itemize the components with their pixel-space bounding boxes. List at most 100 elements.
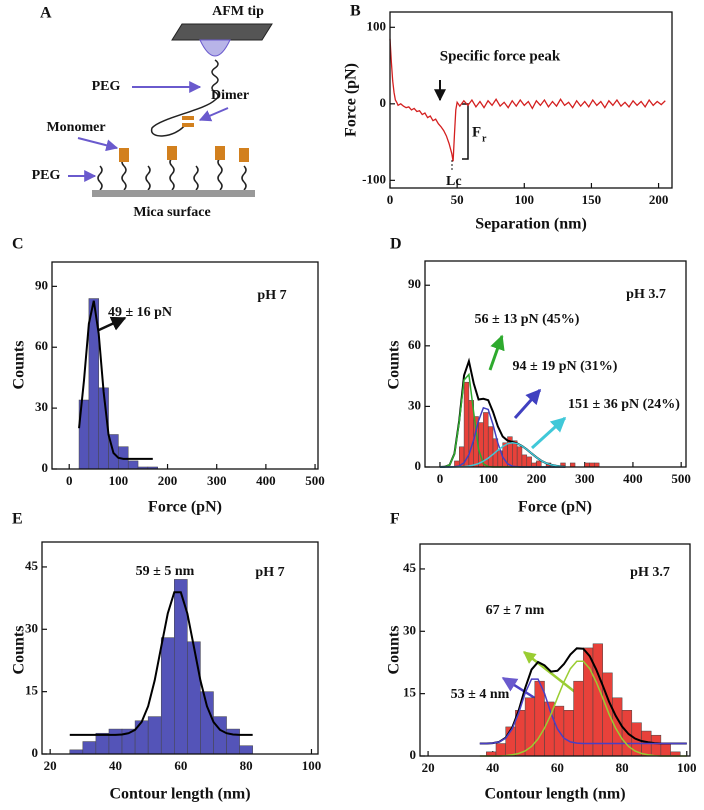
panel-label: A <box>40 5 52 22</box>
annotation: Lc <box>446 174 462 189</box>
cantilever <box>171 23 273 41</box>
bar <box>134 720 149 755</box>
bar <box>127 460 139 470</box>
bar <box>536 460 542 468</box>
x-tick-label: 40 <box>109 758 122 773</box>
y-tick-label: 15 <box>25 683 39 698</box>
y-tick-label: 0 <box>410 747 417 762</box>
x-tick-label: 100 <box>478 471 498 486</box>
bar <box>239 745 253 755</box>
annotation: F <box>472 124 481 140</box>
arrow <box>198 107 229 122</box>
bar <box>160 637 175 755</box>
x-tick-label: 20 <box>44 758 57 773</box>
y-tick-label: 60 <box>35 338 48 353</box>
y-tick-label: 15 <box>403 685 417 700</box>
bar <box>521 454 528 468</box>
bar <box>213 716 227 755</box>
x-axis-label: Contour length (nm) <box>484 786 625 803</box>
x-tick-label: 100 <box>677 760 697 775</box>
bar <box>82 741 97 755</box>
arrow <box>513 388 542 419</box>
bar <box>573 680 584 757</box>
y-tick-label: 90 <box>408 276 421 291</box>
mica <box>92 190 255 197</box>
x-tick-label: 20 <box>422 760 435 775</box>
y-tick-label: 30 <box>25 620 38 635</box>
bar <box>516 446 523 468</box>
panel-label: E <box>12 511 23 528</box>
panel-label: C <box>12 236 24 253</box>
bar <box>563 710 574 757</box>
y-tick-label: 45 <box>25 558 39 573</box>
y-axis-label: Counts <box>386 341 403 390</box>
x-tick-label: 150 <box>582 192 602 207</box>
axes-frame <box>41 541 319 755</box>
annotation: 53 ± 4 nm <box>451 687 510 702</box>
bar <box>495 743 506 757</box>
dimer-unit <box>182 123 194 127</box>
annotation: 67 ± 7 nm <box>486 603 545 618</box>
y-tick-label: 30 <box>35 399 48 414</box>
panel-label: B <box>350 3 361 20</box>
x-tick-label: 0 <box>66 473 73 488</box>
y-tick-label: 0 <box>415 458 422 473</box>
arrow <box>530 416 567 450</box>
dimer-label: Dimer <box>211 88 249 103</box>
bar <box>108 728 123 755</box>
panel-label: D <box>390 236 402 253</box>
bar <box>534 680 545 757</box>
annotation: pH 7 <box>255 565 284 580</box>
annotation: 94 ± 19 pN (31%) <box>513 359 618 374</box>
y-tick-label: 0 <box>42 460 49 475</box>
diagram-a: A AFM tip PEG Dimer Monomer PEG Mica sur… <box>32 4 273 220</box>
annotation: 49 ± 16 pN <box>108 305 172 320</box>
fit-curve <box>78 300 153 460</box>
bar <box>187 641 201 755</box>
tip-label: AFM tip <box>212 4 264 19</box>
axes-frame <box>424 260 687 468</box>
fit-curve <box>479 678 687 745</box>
axes-frame <box>389 11 673 189</box>
y-axis-label: Force (pN) <box>343 63 360 137</box>
annotation: pH 3.7 <box>630 565 670 580</box>
bar <box>526 456 532 468</box>
x-tick-label: 200 <box>649 192 669 207</box>
y-tick-label: 30 <box>403 622 416 637</box>
y-tick-label: 30 <box>408 397 421 412</box>
annotation: 59 ± 5 nm <box>136 564 195 579</box>
x-tick-label: 0 <box>387 192 394 207</box>
annotation: 56 ± 13 pN (45%) <box>475 312 580 327</box>
x-tick-label: 500 <box>671 471 691 486</box>
bar <box>463 381 470 468</box>
x-axis-label: Contour length (nm) <box>109 786 250 803</box>
bar <box>583 647 594 757</box>
surface-chains <box>97 146 249 191</box>
y-axis-label: Counts <box>11 341 28 390</box>
annotation: Specific force peak <box>440 48 561 64</box>
x-tick-label: 80 <box>616 760 629 775</box>
fit-curve <box>69 591 253 736</box>
arrow <box>523 651 576 693</box>
peg-label: PEG <box>92 79 121 94</box>
x-tick-label: 60 <box>551 760 564 775</box>
y-tick-label: 60 <box>408 337 421 352</box>
x-tick-label: 100 <box>109 473 129 488</box>
bar <box>95 732 110 755</box>
x-tick-label: 200 <box>527 471 547 486</box>
axes-frame <box>51 261 319 470</box>
bar <box>487 426 494 468</box>
y-tick-label: 45 <box>403 560 417 575</box>
y-tick-label: 0 <box>32 745 39 760</box>
bar <box>612 697 623 757</box>
x-tick-label: 80 <box>240 758 253 773</box>
bracket <box>462 103 469 160</box>
annotation: pH 3.7 <box>626 287 666 302</box>
y-axis-label: Counts <box>386 626 403 675</box>
x-tick-label: 100 <box>302 758 322 773</box>
bar <box>650 734 662 757</box>
x-tick-label: 400 <box>623 471 643 486</box>
force-curve <box>389 38 666 162</box>
x-tick-label: 0 <box>437 471 444 486</box>
